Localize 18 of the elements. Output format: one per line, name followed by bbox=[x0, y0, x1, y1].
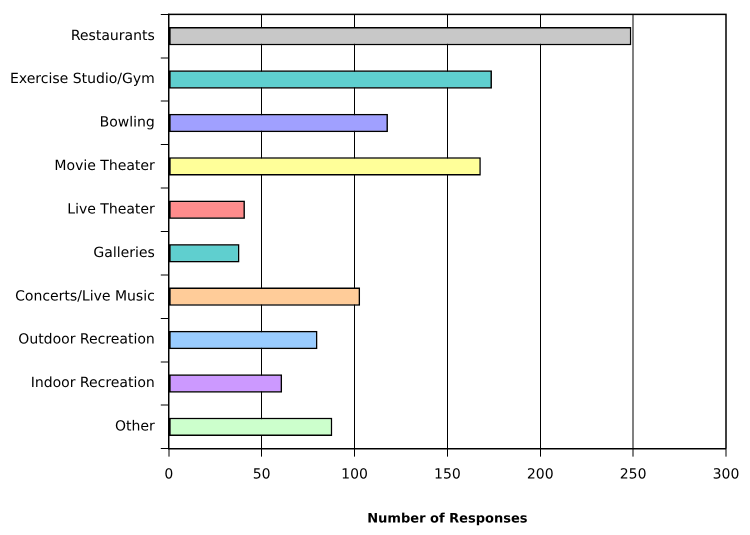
x-tick-label: 150 bbox=[434, 466, 461, 483]
y-tick-label: Bowling bbox=[100, 114, 155, 131]
y-tick-label: Outdoor Recreation bbox=[18, 332, 155, 348]
y-tick-label: Movie Theater bbox=[54, 158, 156, 174]
y-tick-label: Live Theater bbox=[67, 201, 156, 218]
x-axis-title: Number of Responses bbox=[367, 512, 528, 527]
y-tick-label: Other bbox=[115, 418, 156, 435]
x-tick-label: 0 bbox=[164, 466, 174, 483]
y-tick-label: Galleries bbox=[93, 244, 155, 261]
x-tick-label: 100 bbox=[341, 466, 368, 483]
x-tick-label: 250 bbox=[620, 466, 646, 483]
x-tick-label: 300 bbox=[712, 466, 740, 483]
x-tick-label: 200 bbox=[526, 466, 554, 483]
y-tick-label: Indoor Recreation bbox=[30, 375, 155, 392]
y-tick-label: Concerts/Live Music bbox=[15, 288, 155, 304]
x-tick-label: 50 bbox=[252, 466, 271, 483]
y-tick-label: Restaurants bbox=[70, 28, 155, 44]
y-tick-label: Exercise Studio/Gym bbox=[10, 71, 155, 88]
